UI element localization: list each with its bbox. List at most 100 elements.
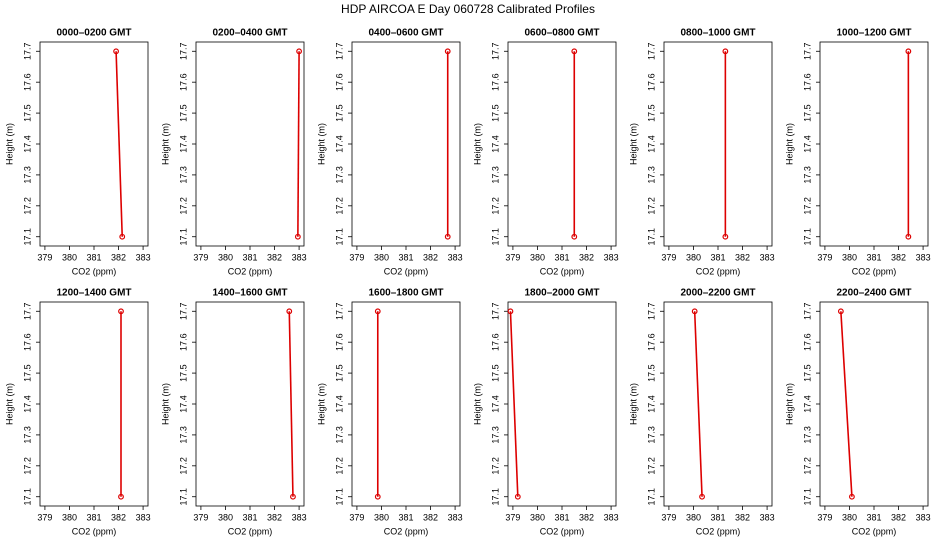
x-tick-label: 380 bbox=[374, 252, 389, 262]
x-tick-label: 383 bbox=[916, 512, 931, 522]
x-tick-label: 380 bbox=[530, 252, 545, 262]
y-tick-label: 17.1 bbox=[646, 228, 656, 246]
profile-point bbox=[444, 233, 451, 240]
x-tick-label: 380 bbox=[686, 252, 701, 262]
x-axis-label: CO2 (ppm) bbox=[696, 526, 741, 536]
plot-frame bbox=[819, 41, 929, 247]
x-tick-label: 383 bbox=[136, 252, 151, 262]
profile-point bbox=[290, 493, 296, 500]
y-tick-label: 17.6 bbox=[490, 73, 500, 91]
y-tick-label: 17.3 bbox=[802, 166, 812, 184]
y-tick-label: 17.7 bbox=[802, 303, 812, 321]
y-tick-label: 17.7 bbox=[22, 43, 32, 61]
y-axis-label: Height (m) bbox=[316, 123, 326, 165]
y-tick-label: 17.2 bbox=[22, 197, 32, 215]
panel-title: 1000–1200 GMT bbox=[836, 28, 911, 39]
y-tick-label: 17.2 bbox=[490, 457, 500, 475]
y-tick-label: 17.7 bbox=[178, 43, 188, 61]
y-tick-label: 17.7 bbox=[178, 303, 188, 321]
x-tick-label: 379 bbox=[817, 512, 832, 522]
x-tick-label: 383 bbox=[448, 512, 463, 522]
profile-line bbox=[693, 311, 703, 497]
y-axis-label: Height (m) bbox=[784, 123, 794, 165]
x-tick-label: 383 bbox=[292, 252, 307, 262]
x-tick-label: 381 bbox=[398, 252, 413, 262]
x-tick-label: 382 bbox=[267, 252, 282, 262]
x-tick-label: 380 bbox=[686, 512, 701, 522]
panel-title: 0600–0800 GMT bbox=[524, 28, 599, 39]
y-axis-label: Height (m) bbox=[628, 383, 638, 425]
y-tick-label: 17.7 bbox=[646, 303, 656, 321]
y-tick-label: 17.7 bbox=[802, 43, 812, 61]
y-tick-label: 17.2 bbox=[334, 457, 344, 475]
x-tick-label: 381 bbox=[710, 252, 725, 262]
y-tick-label: 17.4 bbox=[646, 395, 656, 413]
profile-point bbox=[571, 233, 578, 240]
x-axis-label: CO2 (ppm) bbox=[228, 266, 273, 276]
profile-line bbox=[115, 51, 124, 237]
y-tick-label: 17.1 bbox=[334, 228, 344, 246]
plot-frame bbox=[195, 41, 305, 247]
x-tick-label: 382 bbox=[423, 252, 438, 262]
x-axis-label: CO2 (ppm) bbox=[696, 266, 741, 276]
x-tick-label: 380 bbox=[62, 512, 77, 522]
y-tick-label: 17.2 bbox=[22, 457, 32, 475]
x-axis-label: CO2 (ppm) bbox=[228, 526, 273, 536]
y-axis-label: Height (m) bbox=[4, 383, 14, 425]
x-tick-label: 379 bbox=[193, 512, 208, 522]
y-tick-label: 17.7 bbox=[22, 303, 32, 321]
y-tick-label: 17.4 bbox=[802, 395, 812, 413]
y-tick-label: 17.3 bbox=[334, 426, 344, 444]
x-tick-label: 380 bbox=[842, 252, 857, 262]
plot-frame bbox=[819, 301, 929, 507]
y-tick-label: 17.4 bbox=[178, 395, 188, 413]
y-axis-label: Height (m) bbox=[316, 383, 326, 425]
y-tick-label: 17.4 bbox=[22, 395, 32, 413]
x-tick-label: 383 bbox=[916, 252, 931, 262]
y-tick-label: 17.5 bbox=[646, 364, 656, 382]
y-tick-label: 17.4 bbox=[334, 135, 344, 153]
panel-title: 1200–1400 GMT bbox=[56, 288, 131, 299]
profile-point bbox=[294, 233, 301, 240]
y-tick-label: 17.1 bbox=[334, 488, 344, 506]
y-tick-label: 17.4 bbox=[490, 395, 500, 413]
y-tick-label: 17.3 bbox=[22, 426, 32, 444]
x-tick-label: 379 bbox=[37, 252, 52, 262]
profile-line bbox=[509, 311, 519, 497]
y-tick-label: 17.1 bbox=[178, 228, 188, 246]
y-tick-label: 17.3 bbox=[646, 426, 656, 444]
plot-frame bbox=[195, 301, 305, 507]
y-tick-label: 17.2 bbox=[646, 197, 656, 215]
x-tick-label: 381 bbox=[86, 512, 101, 522]
x-axis-label: CO2 (ppm) bbox=[384, 526, 429, 536]
x-tick-label: 382 bbox=[267, 512, 282, 522]
x-tick-label: 380 bbox=[530, 512, 545, 522]
x-tick-label: 383 bbox=[760, 252, 775, 262]
plot-frame bbox=[507, 301, 617, 507]
y-tick-label: 17.5 bbox=[802, 104, 812, 122]
y-tick-label: 17.2 bbox=[490, 197, 500, 215]
x-tick-label: 382 bbox=[735, 512, 750, 522]
x-tick-label: 383 bbox=[604, 252, 619, 262]
profile-point bbox=[507, 308, 514, 315]
profile-line bbox=[288, 311, 294, 497]
x-tick-label: 383 bbox=[292, 512, 307, 522]
profile-point bbox=[849, 493, 855, 500]
y-tick-label: 17.1 bbox=[646, 488, 656, 506]
x-axis-label: CO2 (ppm) bbox=[852, 526, 897, 536]
y-tick-label: 17.5 bbox=[334, 364, 344, 382]
x-tick-label: 382 bbox=[735, 252, 750, 262]
y-tick-label: 17.1 bbox=[802, 488, 812, 506]
y-tick-label: 17.4 bbox=[646, 135, 656, 153]
y-tick-label: 17.3 bbox=[334, 166, 344, 184]
y-tick-label: 17.2 bbox=[178, 457, 188, 475]
profile-line bbox=[840, 311, 853, 497]
y-tick-label: 17.3 bbox=[802, 426, 812, 444]
y-tick-label: 17.6 bbox=[490, 333, 500, 351]
x-tick-label: 379 bbox=[661, 252, 676, 262]
y-tick-label: 17.5 bbox=[490, 104, 500, 122]
y-tick-label: 17.5 bbox=[802, 364, 812, 382]
plot-frame bbox=[663, 41, 773, 247]
y-tick-label: 17.4 bbox=[22, 135, 32, 153]
x-tick-label: 380 bbox=[218, 252, 233, 262]
